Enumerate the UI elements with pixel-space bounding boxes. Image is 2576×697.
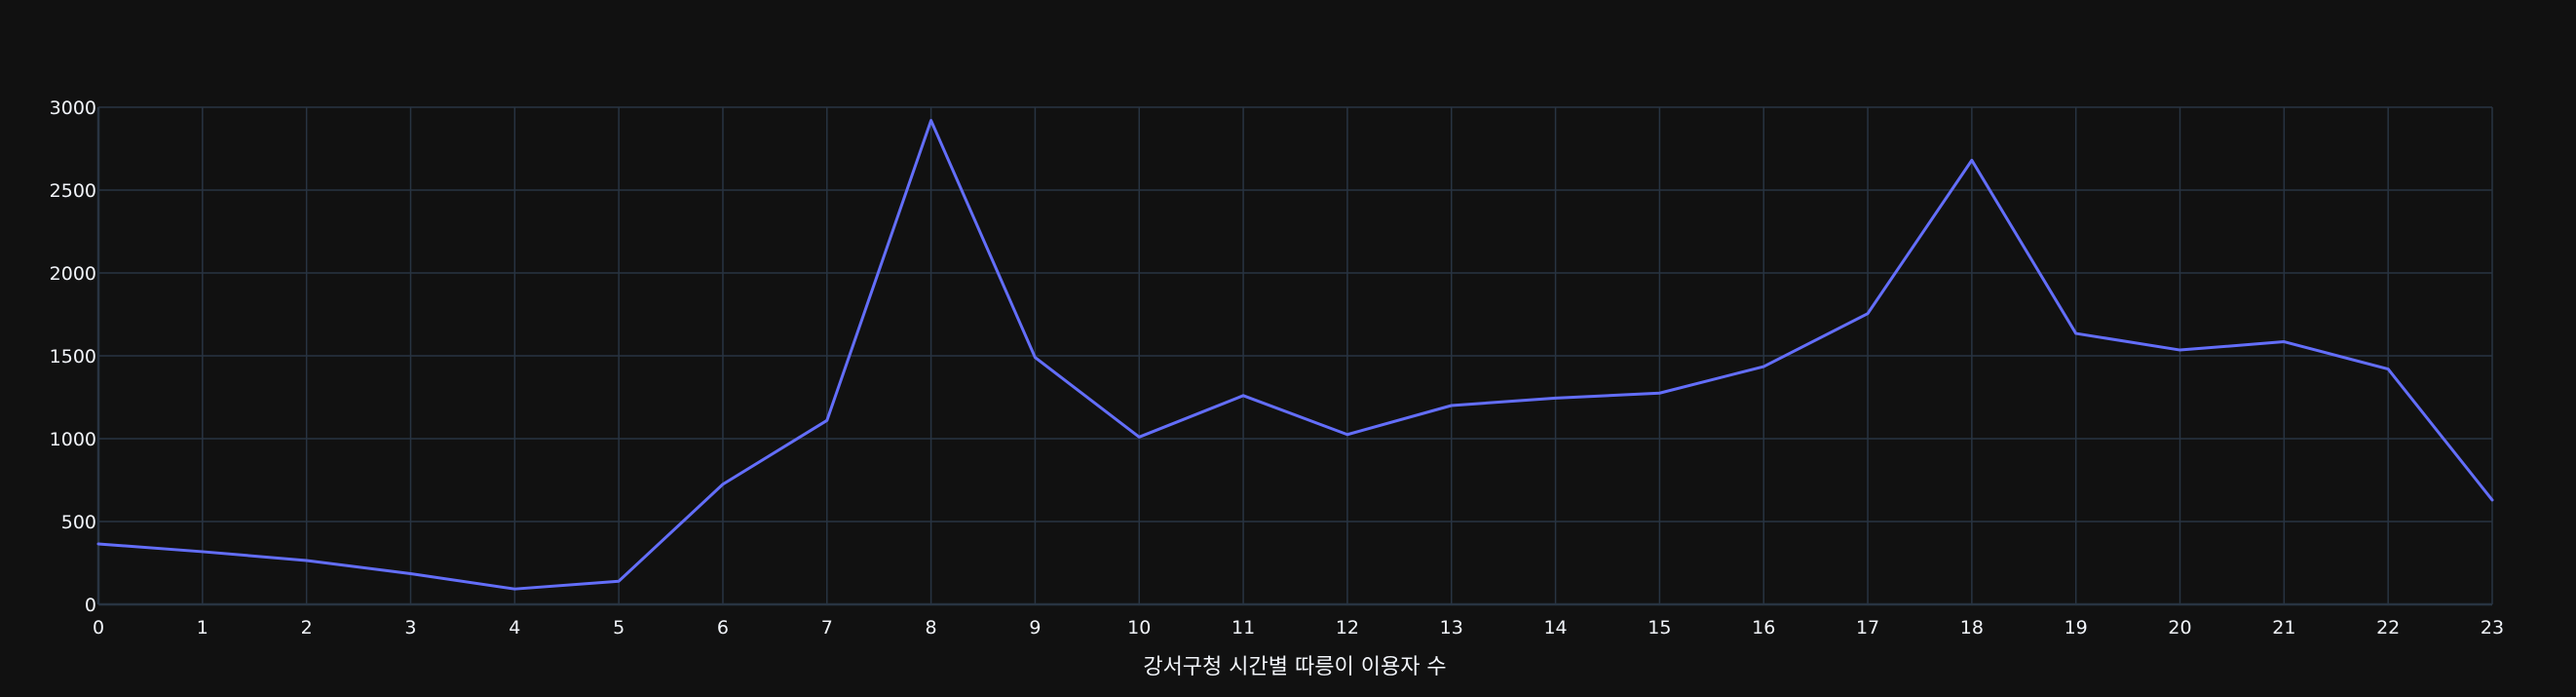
x-tick-label: 10 — [1127, 617, 1151, 639]
x-tick-label: 3 — [404, 617, 416, 639]
y-tick-label: 2000 — [50, 263, 96, 285]
x-tick-label: 19 — [2065, 617, 2088, 639]
x-tick-label: 20 — [2168, 617, 2191, 639]
x-tick-label: 6 — [717, 617, 729, 639]
y-tick-label: 0 — [85, 595, 96, 616]
x-tick-label: 11 — [1231, 617, 1255, 639]
x-tick-label: 15 — [1648, 617, 1671, 639]
x-tick-label: 4 — [509, 617, 520, 639]
y-tick-label: 500 — [61, 512, 96, 533]
y-tick-label: 1500 — [50, 346, 96, 368]
x-tick-label: 21 — [2272, 617, 2295, 639]
x-tick-label: 9 — [1029, 617, 1041, 639]
x-tick-label: 8 — [926, 617, 937, 639]
x-tick-label: 18 — [1960, 617, 1984, 639]
x-tick-label: 12 — [1336, 617, 1359, 639]
x-tick-label: 1 — [197, 617, 208, 639]
x-tick-label: 14 — [1543, 617, 1567, 639]
x-tick-label: 2 — [301, 617, 313, 639]
y-tick-label: 1000 — [50, 429, 96, 450]
series-layer — [96, 119, 2494, 591]
axes — [96, 107, 2492, 606]
y-tick-label: 2500 — [50, 180, 96, 202]
x-tick-label: 17 — [1856, 617, 1879, 639]
x-tick-label: 16 — [1752, 617, 1775, 639]
x-tick-label: 23 — [2481, 617, 2504, 639]
y-tick-label: 3000 — [50, 97, 96, 119]
x-tick-label: 22 — [2376, 617, 2400, 639]
series-line — [96, 119, 2494, 591]
x-tick-label: 0 — [93, 617, 104, 639]
x-tick-label: 5 — [613, 617, 625, 639]
x-tick-label: 13 — [1440, 617, 1463, 639]
tick-labels: 0 1 2 3 4 5 6 7 8 9 10 11 12 13 14 15 16 17 18 19 20 21 22 2305… — [50, 97, 2504, 639]
x-tick-label: 7 — [821, 617, 833, 639]
gridlines — [98, 106, 2493, 604]
x-axis-title: 강서구청 시간별 따릉이 이용자 수 — [1143, 655, 1446, 679]
